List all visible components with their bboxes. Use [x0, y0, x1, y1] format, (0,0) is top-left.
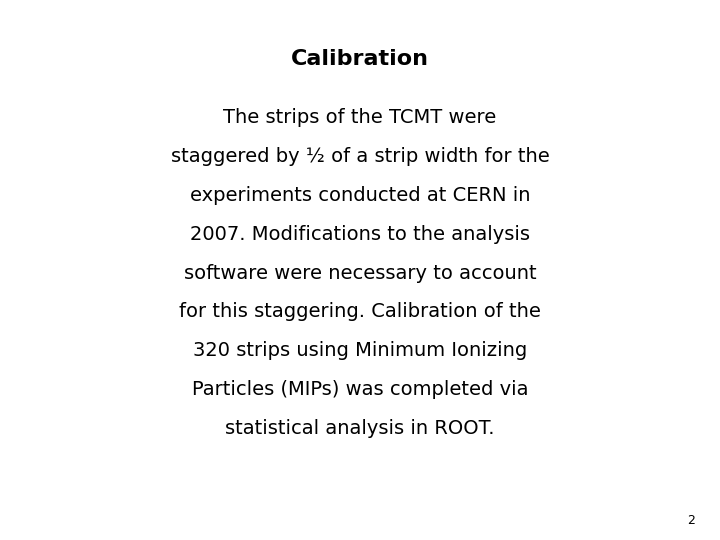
- Text: for this staggering. Calibration of the: for this staggering. Calibration of the: [179, 302, 541, 321]
- Text: Calibration: Calibration: [291, 49, 429, 69]
- Text: software were necessary to account: software were necessary to account: [184, 264, 536, 282]
- Text: Particles (MIPs) was completed via: Particles (MIPs) was completed via: [192, 380, 528, 399]
- Text: staggered by ½ of a strip width for the: staggered by ½ of a strip width for the: [171, 147, 549, 166]
- Text: statistical analysis in ROOT.: statistical analysis in ROOT.: [225, 419, 495, 438]
- Text: 2: 2: [687, 514, 695, 526]
- Text: 320 strips using Minimum Ionizing: 320 strips using Minimum Ionizing: [193, 341, 527, 360]
- Text: experiments conducted at CERN in: experiments conducted at CERN in: [190, 186, 530, 205]
- Text: The strips of the TCMT were: The strips of the TCMT were: [223, 108, 497, 127]
- Text: 2007. Modifications to the analysis: 2007. Modifications to the analysis: [190, 225, 530, 244]
